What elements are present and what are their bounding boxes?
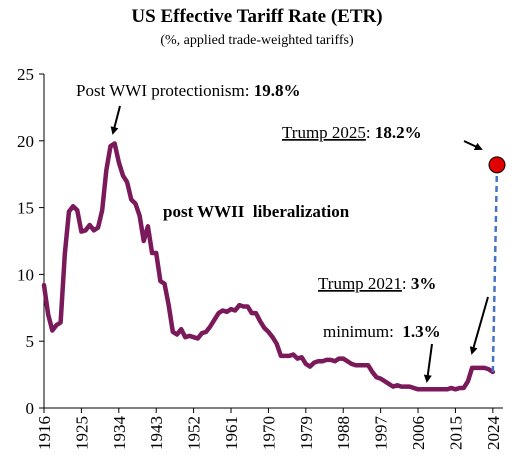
x-tick-label: 1961 xyxy=(222,416,241,450)
x-tick-label: 1943 xyxy=(147,416,166,450)
y-tick-label: 25 xyxy=(17,65,34,84)
post-wwi-arrow xyxy=(110,105,121,135)
x-tick-label: 2015 xyxy=(446,416,465,450)
y-tick-label: 0 xyxy=(26,399,35,418)
trump-2025-annotation: Trump 2025: 18.2% xyxy=(282,123,422,142)
chart-title: US Effective Tariff Rate (ETR) xyxy=(131,6,382,27)
trump-2025-sep: : xyxy=(366,123,375,142)
x-tick-label: 1988 xyxy=(334,416,353,450)
x-tick-label: 1952 xyxy=(185,416,204,450)
minimum-label: minimum: xyxy=(323,322,402,341)
minimum-annotation: minimum: 1.3% xyxy=(323,322,441,341)
y-tick-label: 15 xyxy=(17,199,34,218)
trump-2025-arrow xyxy=(463,140,483,151)
x-tick-label: 1916 xyxy=(35,416,54,450)
trump-2021-arrow xyxy=(469,296,489,355)
y-axis-ticks: 0 5 10 15 20 25 xyxy=(17,65,44,418)
y-tick-label: 5 xyxy=(26,332,35,351)
trump-2021-label: Trump 2021 xyxy=(318,274,402,293)
etr-series-line xyxy=(41,141,496,392)
x-tick-label: 2024 xyxy=(484,416,503,451)
chart-subtitle: (%, applied trade-weighted tariffs) xyxy=(160,33,354,48)
x-tick-label: 2006 xyxy=(409,416,428,450)
x-tick-label: 1970 xyxy=(259,416,278,450)
post-wwii-annotation: post WWII liberalization xyxy=(163,202,350,221)
post-wwi-annotation: Post WWI protectionism: 19.8% xyxy=(76,81,300,100)
x-tick-label: 1997 xyxy=(372,416,391,451)
minimum-arrow xyxy=(423,343,433,383)
trump-2021-value: 3% xyxy=(411,274,437,293)
trump-2025-projection-line xyxy=(491,164,499,372)
x-axis-ticks: 1916 1925 1934 1943 1952 1961 1970 1979 1988 1997… xyxy=(35,408,503,450)
trump-2021-sep: : xyxy=(402,274,411,293)
y-tick-label: 10 xyxy=(17,265,34,284)
x-tick-label: 1979 xyxy=(297,416,316,450)
trump-2025-marker xyxy=(488,156,506,174)
trump-2021-annotation: Trump 2021: 3% xyxy=(318,274,436,293)
x-tick-label: 1925 xyxy=(72,416,91,450)
y-tick-label: 20 xyxy=(17,132,34,151)
minimum-value: 1.3% xyxy=(402,322,440,341)
trump-2025-label: Trump 2025 xyxy=(282,123,366,142)
x-tick-label: 1934 xyxy=(110,416,129,451)
post-wwi-label: Post WWI protectionism: xyxy=(76,81,254,100)
post-wwi-value: 19.8% xyxy=(254,81,301,100)
trump-2025-value: 18.2% xyxy=(375,123,422,142)
